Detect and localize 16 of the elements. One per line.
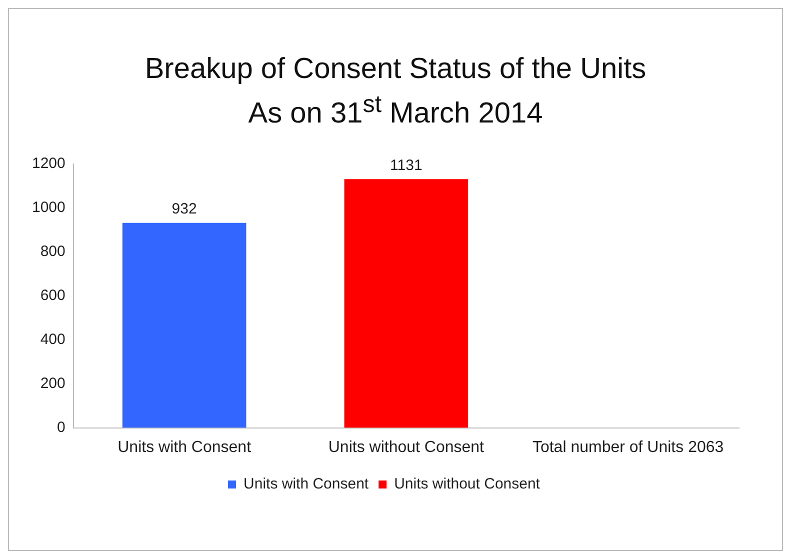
y-tick-label: 800: [40, 242, 66, 260]
y-tick-label: 1200: [32, 154, 66, 172]
y-tick-label: 1000: [32, 198, 66, 216]
y-tick-label: 400: [40, 330, 66, 348]
x-tick-label: Total number of Units 2063: [532, 438, 724, 456]
chart-title: Breakup of Consent Status of the Units: [144, 52, 648, 87]
data-label: 932: [172, 200, 197, 218]
y-tick-label: 0: [57, 418, 66, 436]
x-tick-label: Units without Consent: [328, 438, 485, 456]
legend-label: Units with Consent: [244, 475, 370, 492]
y-tick-label: 600: [40, 286, 66, 304]
y-tick-label: 200: [40, 374, 66, 392]
chart-subtitle: As on 31$^{st}$ March 2014: [247, 90, 544, 132]
legend-label: Units without Consent: [394, 475, 541, 492]
x-tick-label: Units with Consent: [118, 438, 252, 456]
data-label: 1131: [390, 156, 422, 174]
